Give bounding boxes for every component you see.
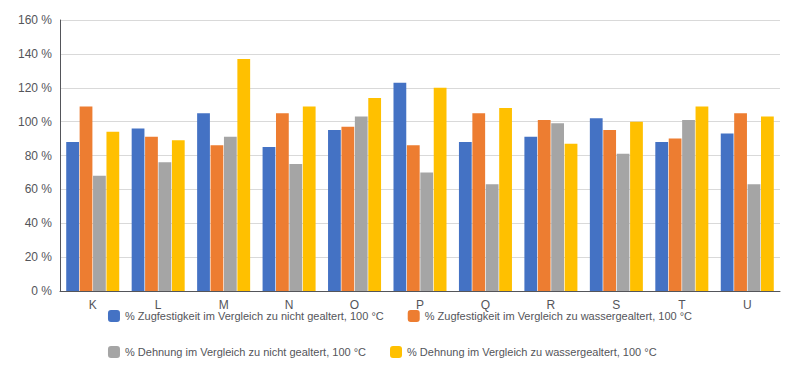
- svg-text:20 %: 20 %: [25, 250, 53, 264]
- svg-text:% Dehnung im Vergleich zu wass: % Dehnung im Vergleich zu wassergealtert…: [407, 346, 657, 358]
- svg-text:K: K: [89, 298, 97, 312]
- svg-text:% Dehnung im Vergleich zu nich: % Dehnung im Vergleich zu nicht gealtert…: [125, 346, 366, 358]
- svg-text:% Zugfestigkeit im Vergleich z: % Zugfestigkeit im Vergleich zu nicht ge…: [125, 310, 384, 322]
- svg-text:Q: Q: [480, 298, 491, 312]
- svg-text:0 %: 0 %: [31, 284, 52, 298]
- svg-text:O: O: [349, 298, 360, 312]
- svg-text:140 %: 140 %: [18, 47, 52, 61]
- svg-text:S: S: [612, 298, 621, 312]
- svg-text:M: M: [218, 298, 229, 312]
- svg-text:N: N: [284, 298, 294, 312]
- svg-text:L: L: [154, 298, 162, 312]
- svg-text:% Zugfestigkeit im Vergleich z: % Zugfestigkeit im Vergleich zu wasserge…: [425, 310, 692, 322]
- svg-text:U: U: [743, 298, 752, 312]
- svg-text:R: R: [546, 298, 556, 312]
- svg-text:60 %: 60 %: [25, 182, 53, 196]
- svg-text:P: P: [416, 298, 424, 312]
- svg-text:100 %: 100 %: [18, 115, 52, 129]
- svg-text:80 %: 80 %: [25, 149, 53, 163]
- svg-text:120 %: 120 %: [18, 81, 52, 95]
- svg-text:40 %: 40 %: [25, 216, 53, 230]
- svg-text:T: T: [678, 298, 686, 312]
- svg-text:160 %: 160 %: [18, 13, 52, 27]
